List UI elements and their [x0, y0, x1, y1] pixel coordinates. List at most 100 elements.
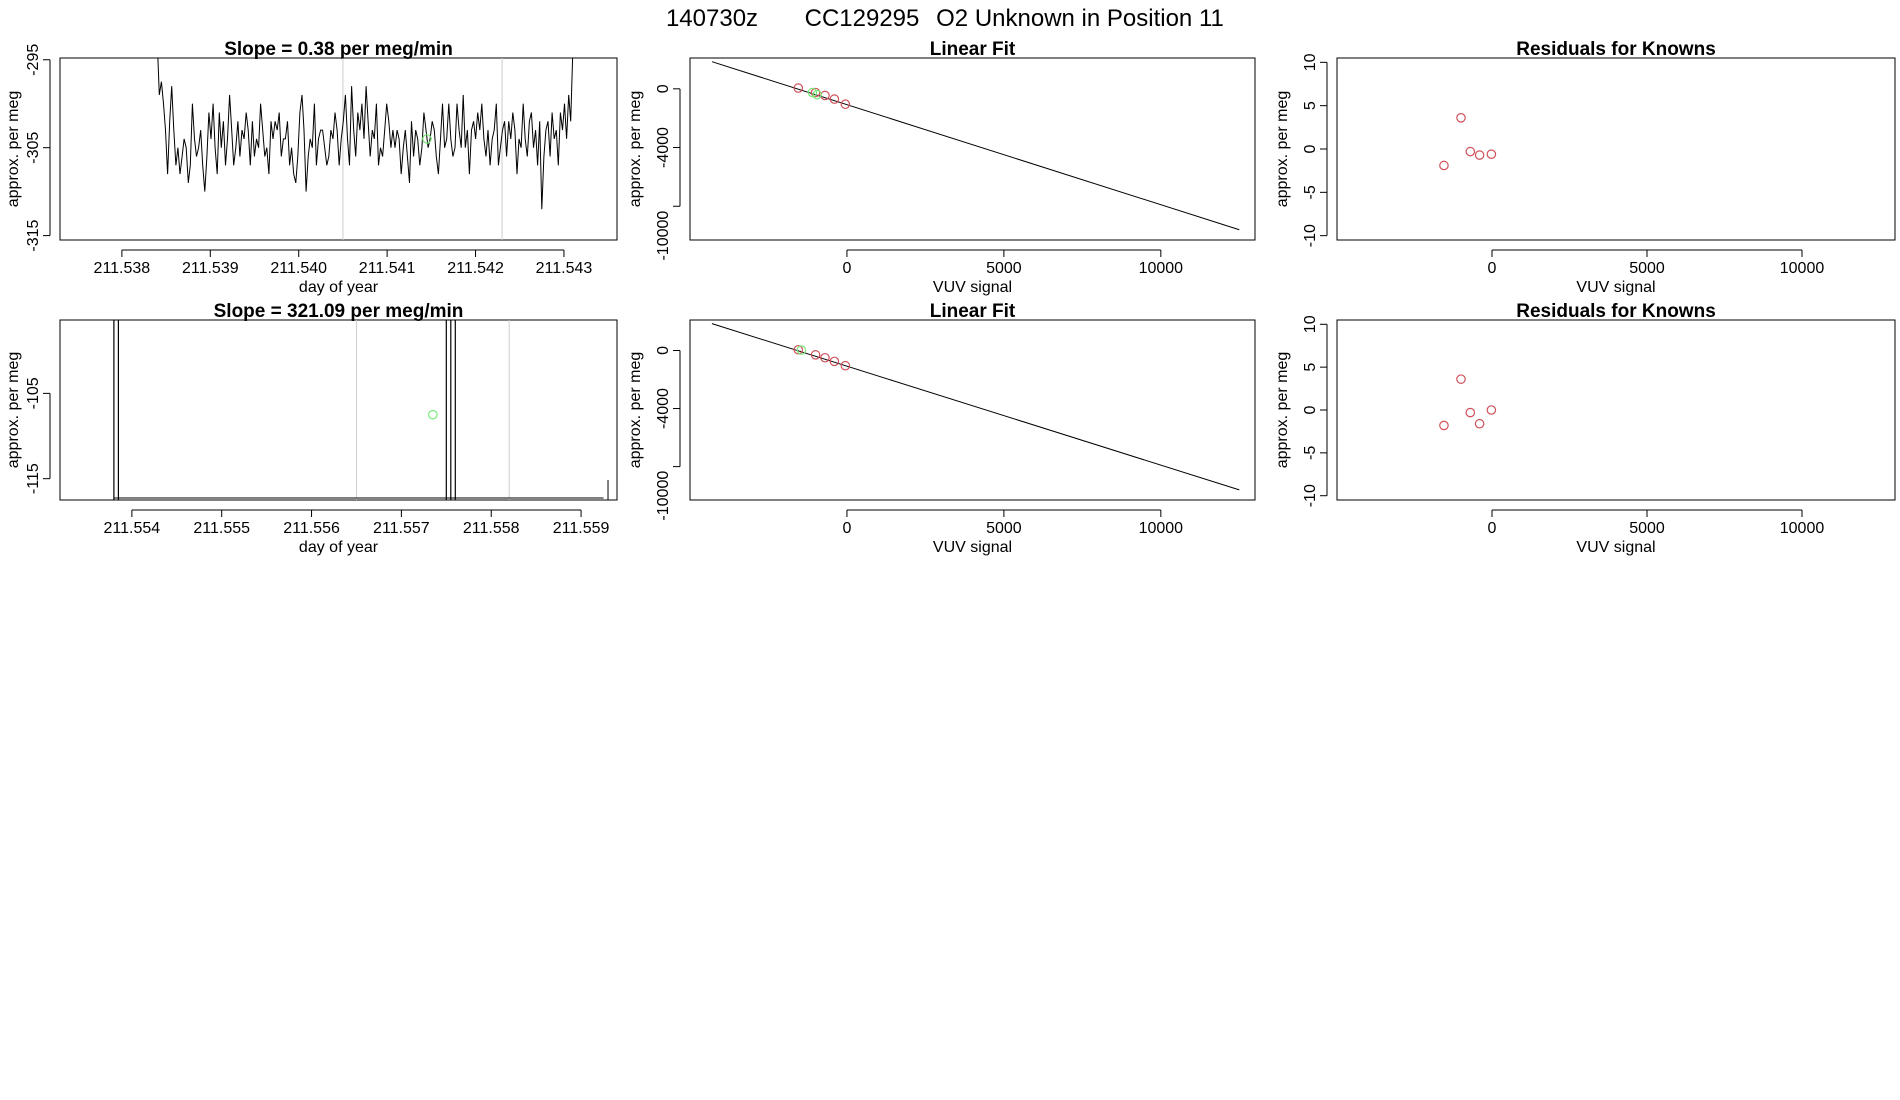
x-tick-label: 0	[842, 520, 851, 537]
x-tick-label: 211.558	[463, 520, 520, 537]
known-point	[1465, 146, 1476, 157]
x-tick-label: 211.541	[359, 260, 416, 277]
known-point	[1439, 420, 1449, 431]
x-tick-label: 0	[842, 260, 851, 277]
figure-suptitle: 140730z CC129295 O2 Unknown in Position …	[666, 5, 1224, 32]
known-point	[1439, 160, 1449, 171]
known-point	[810, 87, 821, 98]
x-tick-label: 5000	[986, 520, 1022, 537]
known-point	[840, 99, 851, 110]
plot-frame	[1336, 319, 1896, 501]
y-axis-label: approx. per meg	[1274, 91, 1291, 208]
x-tick-label: 10000	[1780, 520, 1825, 537]
plot-fit1: Linear Fit 0 5000 10000 VUV signal 0 -4000 -100…	[627, 39, 1256, 296]
plot-ts1: Slope = 0.38 per meg/min 211.538 211.539 21…	[5, 39, 618, 296]
x-tick-label: 211.538	[94, 260, 151, 277]
plot-ts2: Slope = 321.09 per meg/min 211.554 211.555…	[5, 301, 618, 556]
known-point	[793, 83, 804, 93]
x-tick-label: 0	[1488, 260, 1497, 277]
y-tick-label: -305	[25, 132, 42, 164]
y-tick-label: -10	[1302, 224, 1319, 247]
unknown-point	[807, 87, 818, 98]
fit-line	[711, 323, 1240, 491]
y-axis-label: approx. per meg	[627, 91, 644, 208]
x-tick-label: 10000	[1139, 260, 1184, 277]
x-tick-label: 5000	[1629, 520, 1665, 537]
x-tick-label: 211.543	[536, 260, 593, 277]
x-axis-label: VUV signal	[1576, 279, 1655, 296]
plot-frame	[689, 57, 1256, 241]
known-point	[1456, 113, 1466, 123]
plot-res1: Residuals for Knowns 0 5000 10000 VUV signal…	[1274, 39, 1896, 296]
plot-area	[711, 61, 1240, 231]
y-tick-label: -4000	[655, 388, 672, 429]
plot-area	[113, 320, 609, 500]
y-tick-label: -4000	[655, 127, 672, 168]
known-point	[1465, 407, 1476, 418]
plot-title: Linear Fit	[930, 301, 1016, 322]
y-tick-label: -10000	[655, 211, 672, 261]
known-point	[1474, 150, 1485, 160]
x-axis-label: VUV signal	[1576, 539, 1655, 556]
plot-frame	[1336, 57, 1896, 241]
plot-frame	[59, 319, 618, 501]
x-tick-label: 211.559	[553, 520, 610, 537]
y-tick-label: 0	[1302, 144, 1319, 153]
known-point	[1474, 418, 1485, 429]
plot-title: Linear Fit	[930, 39, 1016, 60]
y-axis-label: approx. per meg	[5, 352, 22, 469]
plot-title: Slope = 321.09 per meg/min	[214, 301, 464, 322]
suptitle-description: O2 Unknown in Position 11	[936, 5, 1224, 32]
y-tick-label: -10000	[655, 471, 672, 521]
plot-area	[1439, 113, 1497, 171]
y-tick-label: 10	[1302, 53, 1319, 71]
x-tick-label: 211.557	[373, 520, 430, 537]
known-point	[829, 94, 840, 104]
y-tick-label: -295	[25, 44, 42, 76]
plot-title: Slope = 0.38 per meg/min	[224, 39, 453, 60]
y-tick-label: -10	[1302, 484, 1319, 507]
y-tick-label: -5	[1302, 185, 1319, 199]
y-tick-label: 5	[1302, 101, 1319, 110]
y-axis-label: approx. per meg	[5, 91, 22, 208]
x-tick-label: 5000	[1629, 260, 1665, 277]
y-tick-label: -5	[1302, 446, 1319, 460]
x-tick-label: 211.542	[447, 260, 504, 277]
plot-area	[711, 323, 1240, 491]
x-tick-label: 211.555	[193, 520, 250, 537]
known-point	[793, 344, 804, 355]
fit-line	[711, 61, 1240, 231]
known-point	[820, 352, 830, 363]
x-tick-label: 211.539	[182, 260, 239, 277]
y-tick-label: -315	[25, 219, 42, 251]
unknown-point	[422, 134, 432, 144]
x-axis-label: day of year	[299, 279, 379, 296]
y-tick-label: 0	[655, 84, 672, 93]
x-tick-label: 5000	[986, 260, 1022, 277]
y-tick-label: 10	[1302, 315, 1319, 333]
plot-fit2: Linear Fit 0 5000 10000 VUV signal 0 -4000 -100…	[627, 301, 1256, 556]
plot-title: Residuals for Knowns	[1516, 39, 1716, 60]
x-tick-label: 211.540	[270, 260, 327, 277]
y-tick-label: -105	[25, 377, 42, 409]
plot-area	[157, 58, 574, 240]
y-tick-label: 0	[1302, 405, 1319, 414]
suptitle-run: 140730z	[666, 5, 758, 32]
known-point	[829, 356, 840, 367]
x-axis-label: VUV signal	[933, 279, 1012, 296]
plot-frame	[59, 57, 618, 241]
y-axis-label: approx. per meg	[1274, 352, 1291, 469]
plot-grid: Slope = 0.38 per meg/min 211.538 211.539 21…	[5, 39, 1896, 556]
unknown-point	[812, 89, 822, 100]
unknown-point	[796, 345, 807, 355]
y-axis-label: approx. per meg	[627, 352, 644, 469]
x-tick-label: 10000	[1780, 260, 1825, 277]
series-line	[157, 58, 574, 210]
plot-title: Residuals for Knowns	[1516, 301, 1716, 322]
y-tick-label: 5	[1302, 363, 1319, 372]
plot-area	[1439, 374, 1497, 431]
known-point	[1486, 405, 1497, 415]
known-point	[840, 360, 851, 371]
unknown-point	[428, 409, 438, 420]
